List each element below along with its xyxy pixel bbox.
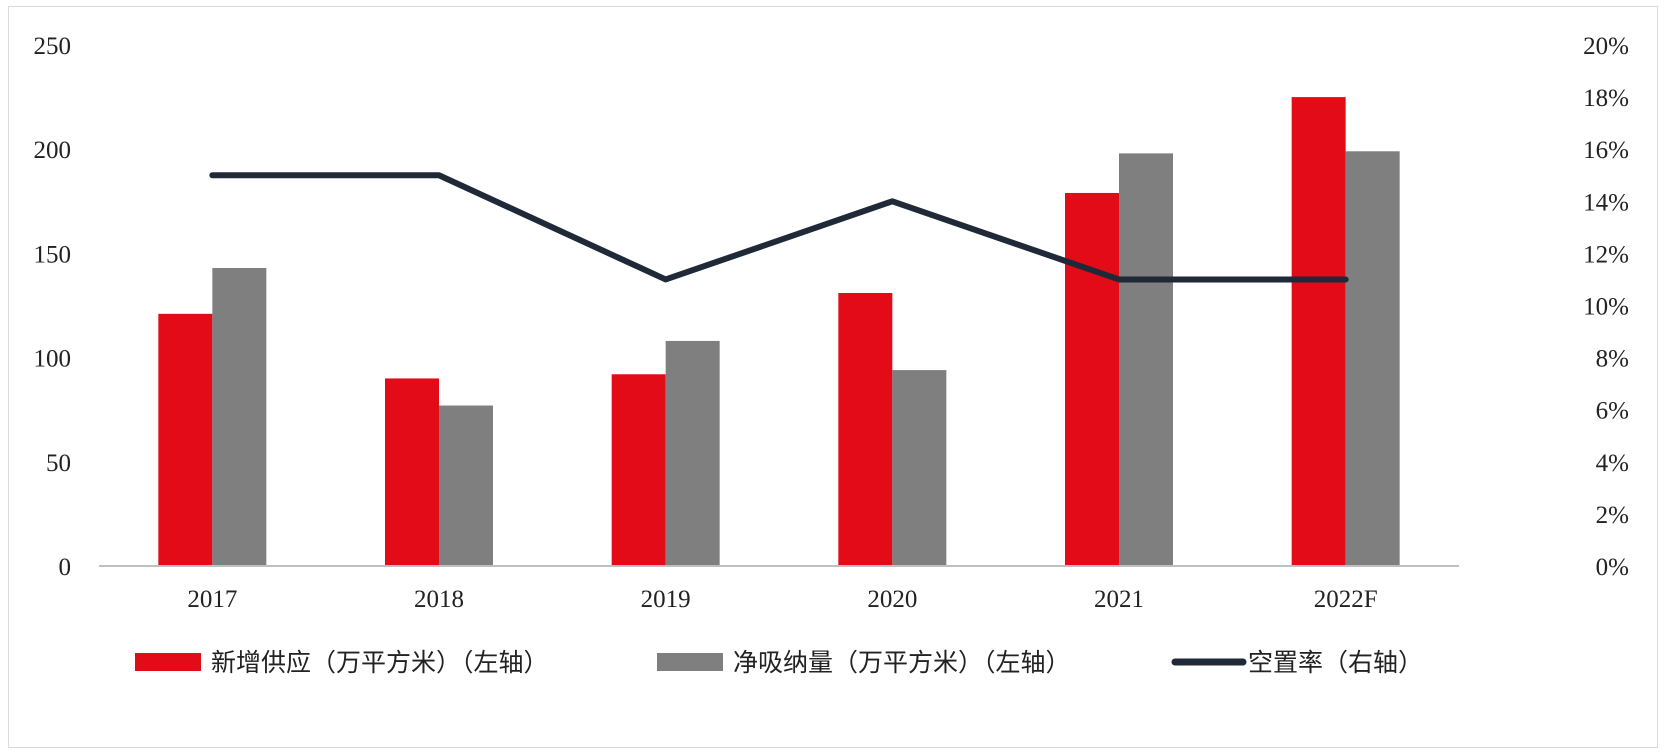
x-tick-label: 2018: [414, 586, 464, 613]
legend-label: 净吸纳量（万平方米）（左轴）: [733, 648, 1071, 677]
bar-net-absorption-2018: [439, 405, 493, 566]
right-tick-label: 16%: [1583, 137, 1629, 164]
bar-new-supply-2020: [838, 292, 893, 566]
bar-new-supply-2018: [385, 378, 439, 566]
right-tick-label: 18%: [1583, 85, 1629, 112]
left-axis-ticks: 0 50 100 150 200 250: [34, 33, 72, 581]
bar-new-supply-2017: [158, 313, 213, 566]
bar-net-absorption-2017: [212, 267, 267, 566]
x-tick-label: 2020: [867, 586, 917, 613]
vacancy-rate-line: [209, 172, 1349, 283]
bar-net-absorption-2020: [892, 370, 947, 566]
right-tick-label: 6%: [1596, 398, 1629, 425]
left-tick-label: 50: [46, 450, 71, 477]
left-tick-label: 100: [34, 346, 72, 373]
right-tick-label: 8%: [1596, 346, 1629, 373]
right-tick-label: 2%: [1596, 502, 1629, 529]
x-tick-label: 2021: [1094, 586, 1144, 613]
legend: 新增供应（万平方米）（左轴） 净吸纳量（万平方米）（左轴） 空置率（右轴）: [135, 648, 1423, 677]
right-axis-ticks: 0% 2% 4% 6% 8% 10% 12% 14% 16% 18% 20%: [1583, 33, 1629, 581]
left-tick-label: 0: [59, 554, 72, 581]
bar-new-supply-2022F: [1291, 97, 1346, 566]
left-tick-label: 250: [34, 33, 72, 60]
right-tick-label: 14%: [1583, 189, 1629, 216]
chart-svg: 0 50 100 150 200 250 0% 2% 4% 6% 8% 10% 12% 14% 16% 18…: [34, 33, 1630, 677]
right-tick-label: 10%: [1583, 294, 1629, 321]
x-tick-label: 2022F: [1314, 586, 1378, 613]
right-tick-label: 4%: [1596, 450, 1629, 477]
x-tick-label: 2017: [187, 586, 237, 613]
vacancy-line-group: [209, 172, 1349, 283]
legend-swatch: [135, 653, 201, 671]
left-tick-label: 150: [34, 241, 72, 268]
x-tick-label: 2019: [641, 586, 691, 613]
bar-net-absorption-2022F: [1345, 151, 1400, 566]
right-tick-label: 0%: [1596, 554, 1629, 581]
x-axis-ticks: 2017 2018 2019 2020 2021 2022F: [187, 586, 1377, 613]
left-tick-label: 200: [34, 137, 72, 164]
legend-swatch: [657, 653, 723, 671]
right-tick-label: 12%: [1583, 241, 1629, 268]
bar-net-absorption-2019: [665, 340, 720, 566]
bar-net-absorption-2021: [1119, 153, 1173, 567]
bar-new-supply-2021: [1065, 192, 1119, 567]
bars: [158, 97, 1400, 567]
right-tick-label: 20%: [1583, 33, 1629, 60]
bar-new-supply-2019: [611, 374, 666, 566]
chart-frame: 0 50 100 150 200 250 0% 2% 4% 6% 8% 10% 12% 14% 16% 18…: [8, 6, 1658, 748]
legend-label: 新增供应（万平方米）（左轴）: [211, 648, 549, 677]
legend-label: 空置率（右轴）: [1248, 648, 1423, 677]
